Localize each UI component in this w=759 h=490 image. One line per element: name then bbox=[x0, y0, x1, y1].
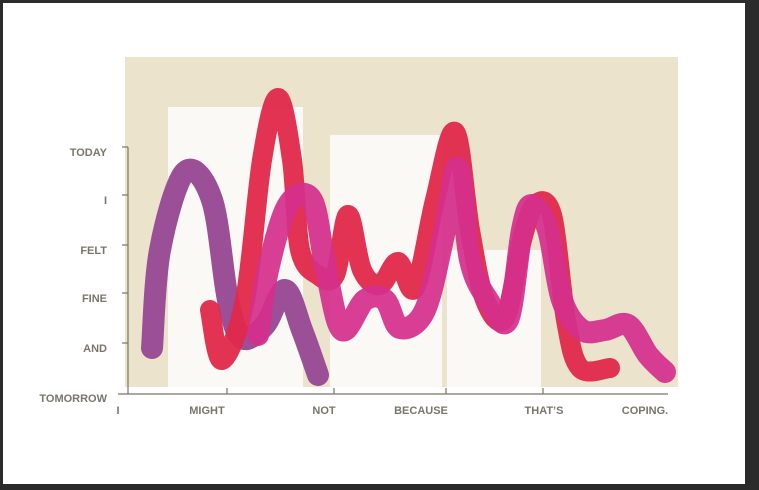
y-label: AND bbox=[83, 343, 107, 355]
x-label: BECAUSE bbox=[394, 405, 448, 417]
x-label: NOT bbox=[312, 405, 336, 417]
y-label: TODAY bbox=[70, 147, 108, 159]
y-label: I bbox=[104, 195, 107, 207]
y-label: FELT bbox=[80, 245, 107, 257]
ribbons bbox=[141, 88, 676, 386]
axes bbox=[118, 147, 668, 395]
x-label: I bbox=[116, 405, 119, 417]
ribbon bbox=[247, 156, 676, 383]
y-label: TOMORROW bbox=[39, 393, 107, 405]
x-label: COPING. bbox=[622, 405, 668, 417]
y-label: FINE bbox=[82, 293, 107, 305]
labels: TODAY I FELT FINE AND TOMORROW I MIGHT NOT BECAUS… bbox=[39, 146, 668, 417]
ribbon bbox=[141, 158, 329, 386]
x-label: MIGHT bbox=[189, 405, 225, 417]
x-label: THAT’S bbox=[525, 405, 564, 417]
